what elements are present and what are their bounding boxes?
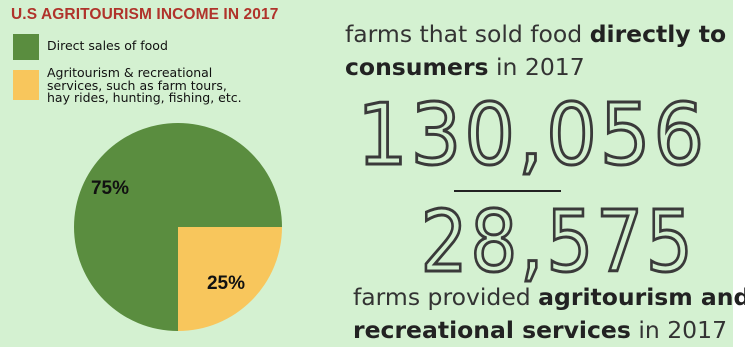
divider-line [454, 190, 561, 192]
legend-swatch-direct-sales [13, 34, 39, 60]
stat-1-description: farms that sold food directly to consume… [345, 18, 726, 84]
stat-1-number: 130,056 [357, 86, 707, 185]
stat-2-text-pre: farms provided [353, 283, 539, 311]
stat-2-text-bold-2: recreational services [353, 316, 631, 344]
stat-1-text-bold-2: consumers [345, 53, 489, 81]
stat-1-text-post: in 2017 [488, 53, 585, 81]
legend-label-agritourism: Agritourism & recreational services, suc… [47, 65, 242, 105]
pie-label-agritourism: 25% [207, 273, 245, 294]
pie-slice-agritourism [178, 227, 282, 331]
stat-2-number: 28,575 [421, 193, 696, 292]
stat-2-description: farms provided agritourism and recreatio… [353, 281, 745, 347]
stat-2-text-post: in 2017 [630, 316, 728, 344]
stat-2-text-bold: agritourism and [538, 283, 745, 311]
pie-slice-direct-sales [74, 123, 282, 331]
pie-label-direct-sales: 75% [91, 178, 129, 199]
legend-label-direct-sales: Direct sales of food [47, 38, 168, 53]
stat-1-text-pre: farms that sold food [345, 20, 590, 48]
legend-swatch-agritourism [13, 70, 39, 100]
stat-1-text-bold: directly to [589, 20, 727, 48]
pie-chart: 75% 25% [74, 123, 282, 331]
chart-title: U.S AGRITOURISM INCOME IN 2017 [11, 6, 279, 23]
